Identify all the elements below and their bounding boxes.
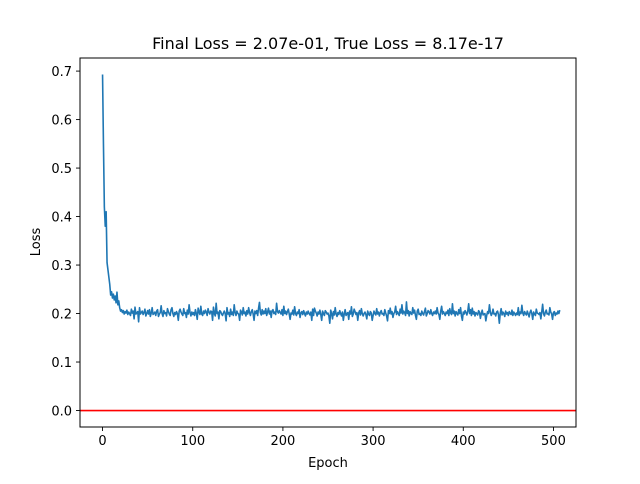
y-tick-label: 0.2	[51, 308, 72, 323]
x-tick-label: 100	[180, 434, 205, 449]
y-tick-label: 0.0	[51, 405, 72, 420]
axes-frame	[79, 57, 577, 428]
loss-series-line	[101, 74, 561, 325]
plot-area	[80, 74, 576, 412]
y-tick-label: 0.1	[51, 356, 72, 371]
x-tick-label: 500	[541, 434, 566, 449]
y-tick-label: 0.7	[51, 65, 72, 80]
y-tick-label: 0.5	[51, 162, 72, 177]
x-axis: 0 100 200 300 400 500	[98, 427, 566, 449]
y-axis-label: Loss	[29, 228, 44, 257]
y-tick-label: 0.6	[51, 114, 72, 129]
y-tick-label: 0.3	[51, 259, 72, 274]
x-tick-label: 400	[451, 434, 476, 449]
x-tick-label: 200	[270, 434, 295, 449]
x-tick-label: 0	[98, 434, 106, 449]
chart-title: Final Loss = 2.07e-01, True Loss = 8.17e…	[152, 34, 504, 53]
x-tick-label: 300	[361, 434, 386, 449]
x-axis-label: Epoch	[308, 456, 348, 471]
y-tick-label: 0.4	[51, 211, 72, 226]
y-axis: 0.0 0.1 0.2 0.3 0.4 0.5 0.6 0.7	[51, 65, 80, 420]
